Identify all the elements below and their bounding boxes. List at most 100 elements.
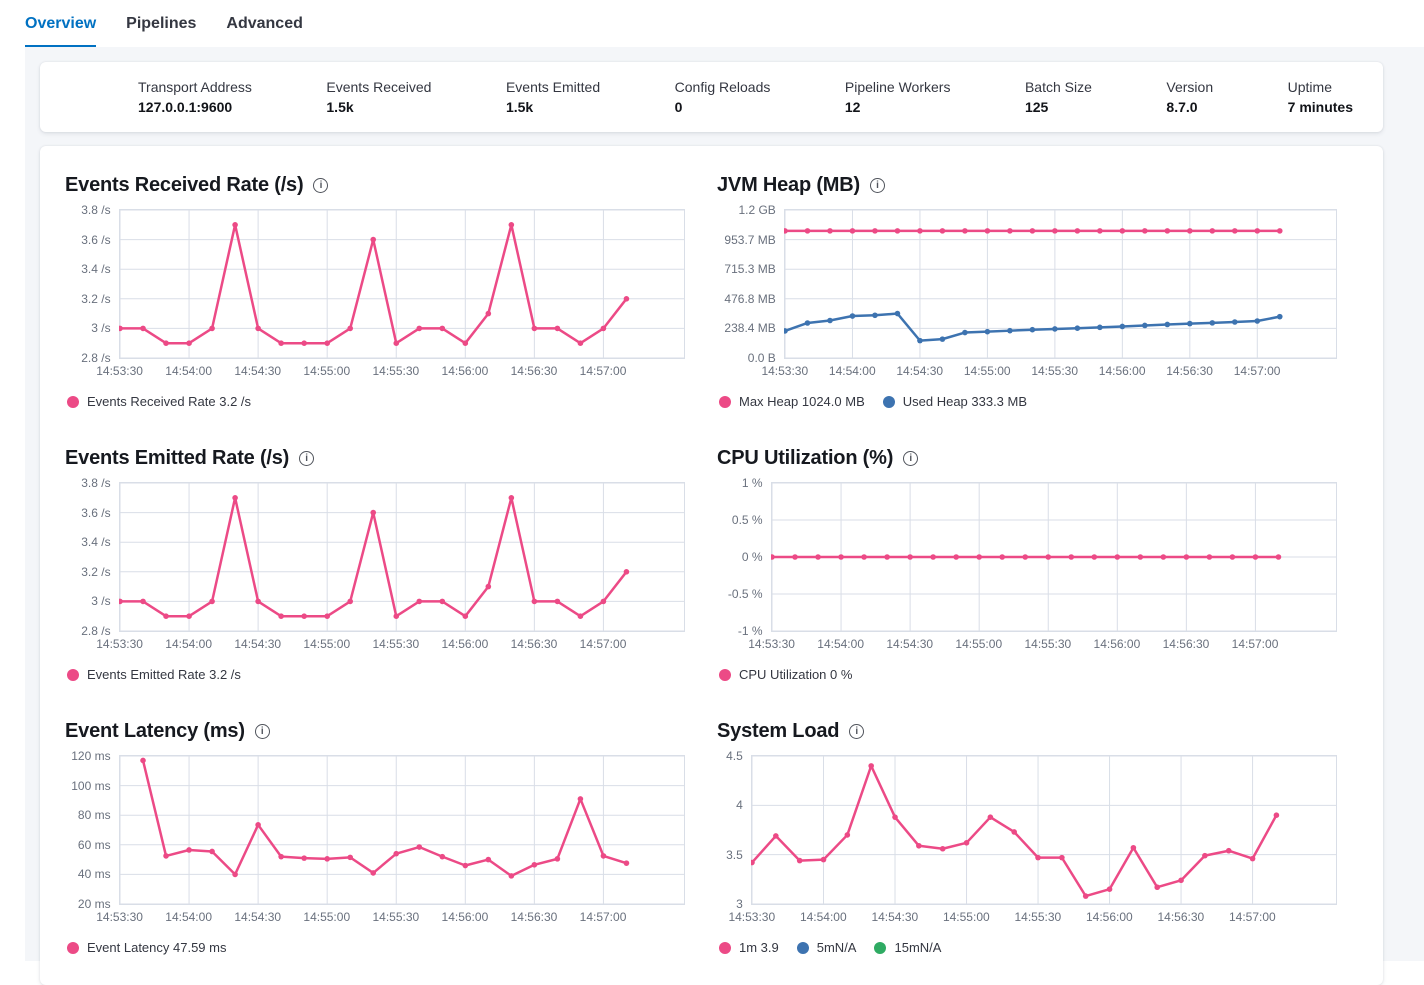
- x-tick-label: 14:55:00: [303, 364, 351, 378]
- legend-item[interactable]: Event Latency 47.59 ms: [67, 940, 226, 955]
- stat-pipeline-workers: Pipeline Workers 12: [845, 79, 951, 115]
- y-tick-label: 3.6 /s: [81, 505, 111, 520]
- y-tick-label: 3 /s: [91, 594, 111, 609]
- y-tick-label: 0 %: [741, 550, 763, 564]
- stat-value: 1.5k: [326, 99, 354, 115]
- x-tick-label: 14:55:30: [1024, 637, 1072, 651]
- info-icon[interactable]: i: [254, 724, 270, 739]
- legend-item[interactable]: Used Heap 333.3 MB: [882, 394, 1028, 409]
- legend-item[interactable]: Events Received Rate 3.2 /s: [67, 394, 251, 409]
- x-axis-labels: 14:53:30 14:54:00 14:54:30 14:55:00 14:55:30…: [96, 364, 685, 380]
- x-tick-label: 14:57:00: [1229, 910, 1276, 924]
- y-tick-label: -1 %: [737, 624, 763, 638]
- plot-area: [118, 209, 685, 359]
- legend-item[interactable]: Max Heap 1024.0 MB: [719, 394, 865, 409]
- chart-events-emitted-rate: Events Emitted Rate (/s) i 3.8 /s 3.6 /s 3…: [65, 447, 685, 682]
- info-icon[interactable]: i: [903, 451, 919, 466]
- y-tick-label: 80 ms: [77, 808, 111, 823]
- x-tick-label: 14:57:00: [579, 910, 627, 924]
- legend-item[interactable]: Events Emitted Rate 3.2 /s: [67, 667, 241, 682]
- y-tick-label: 4.5: [726, 749, 743, 763]
- stat-version: Version 8.7.0: [1166, 79, 1213, 115]
- y-axis-labels: 1 % 0.5 % 0 % -0.5 % -1 %: [717, 476, 771, 638]
- tab-pipelines[interactable]: Pipelines: [126, 15, 197, 32]
- chart-legend: Events Emitted Rate 3.2 /s: [65, 667, 685, 682]
- y-tick-label: 120 ms: [71, 749, 111, 763]
- plot-area: [750, 755, 1337, 905]
- info-icon[interactable]: i: [299, 451, 315, 466]
- legend-dot-icon: [67, 668, 79, 681]
- stat-value: 12: [844, 99, 861, 115]
- x-axis-labels: 14:53:30 14:54:00 14:54:30 14:55:00 14:55:30…: [728, 910, 1337, 926]
- y-tick-label: 3.4 /s: [81, 535, 111, 550]
- x-axis-labels: 14:53:30 14:54:00 14:54:30 14:55:00 14:55:30…: [761, 364, 1337, 380]
- x-tick-label: 14:53:30: [96, 910, 143, 924]
- legend-item[interactable]: 15mN/A: [874, 940, 941, 955]
- x-axis-labels: 14:53:30 14:54:00 14:54:30 14:55:00 14:55:30…: [96, 910, 685, 926]
- y-axis-labels: 120 ms 100 ms 80 ms 60 ms 40 ms 20 ms: [65, 749, 119, 911]
- stat-events-emitted: Events Emitted 1.5k: [506, 79, 600, 115]
- x-tick-label: 14:55:30: [372, 637, 420, 651]
- y-tick-label: 953.7 MB: [724, 232, 776, 247]
- y-tick-label: 3.4 /s: [81, 262, 111, 277]
- y-tick-label: 3.5: [726, 847, 743, 862]
- stat-value: 0: [674, 99, 683, 115]
- y-tick-label: 0.5 %: [731, 513, 763, 527]
- legend-label: Events Received Rate 3.2 /s: [87, 394, 252, 409]
- y-tick-label: 3.2 /s: [81, 291, 111, 306]
- x-tick-label: 14:57:00: [1231, 637, 1279, 651]
- legend-item[interactable]: 5mN/A: [796, 940, 856, 955]
- x-axis-labels: 14:53:30 14:54:00 14:54:30 14:55:00 14:55:30…: [96, 637, 685, 653]
- x-tick-label: 14:56:00: [441, 637, 489, 651]
- legend-item[interactable]: 1m 3.9: [719, 940, 779, 955]
- stat-config-reloads: Config Reloads 0: [675, 79, 771, 115]
- x-axis-labels: 14:53:30 14:54:00 14:54:30 14:55:00 14:55:30…: [748, 637, 1337, 653]
- legend-dot-icon: [796, 941, 809, 954]
- legend-label: 15mN/A: [894, 940, 942, 955]
- legend-item[interactable]: CPU Utilization 0 %: [719, 667, 852, 682]
- plot-area: [770, 482, 1337, 632]
- chart-title: Event Latency (ms): [65, 720, 245, 742]
- stat-label: Uptime: [1287, 79, 1332, 95]
- info-icon[interactable]: i: [869, 178, 885, 193]
- y-axis-labels: 4.5 4 3.5 3: [717, 749, 751, 911]
- chart-jvm-heap: JVM Heap (MB) i 1.2 GB 953.7 MB 715.3 MB 47…: [717, 174, 1337, 409]
- stat-label: Events Emitted: [505, 79, 601, 95]
- chart-title: Events Received Rate (/s): [65, 174, 304, 196]
- y-tick-label: 3 /s: [91, 321, 111, 336]
- x-tick-label: 14:54:00: [828, 364, 876, 378]
- x-tick-label: 14:54:00: [799, 910, 847, 924]
- stat-label: Pipeline Workers: [844, 79, 951, 95]
- tab-advanced[interactable]: Advanced: [226, 15, 303, 32]
- y-axis-labels: 3.8 /s 3.6 /s 3.4 /s 3.2 /s 3 /s 2.8 /s: [65, 203, 119, 365]
- info-icon[interactable]: i: [849, 724, 865, 739]
- x-tick-label: 14:56:00: [441, 364, 489, 378]
- y-tick-label: 3.6 /s: [81, 232, 111, 247]
- legend-label: Event Latency 47.59 ms: [87, 940, 227, 955]
- y-tick-label: 2.8 /s: [81, 351, 111, 365]
- legend-label: Used Heap 333.3 MB: [902, 394, 1028, 409]
- stat-value: 127.0.0.1:9600: [138, 99, 233, 115]
- stat-label: Batch Size: [1024, 79, 1092, 95]
- info-icon[interactable]: i: [313, 178, 329, 193]
- x-tick-label: 14:54:00: [165, 364, 212, 378]
- x-tick-label: 14:56:00: [1098, 364, 1146, 378]
- x-tick-label: 14:55:00: [955, 637, 1003, 651]
- tab-overview[interactable]: Overview: [25, 15, 97, 47]
- charts-panel: Events Received Rate (/s) i 3.8 /s 3.6 /s…: [40, 146, 1383, 985]
- y-tick-label: 1.2 GB: [738, 203, 776, 217]
- y-tick-label: 3.2 /s: [81, 564, 111, 579]
- x-tick-label: 14:54:30: [896, 364, 944, 378]
- x-tick-label: 14:54:30: [234, 637, 282, 651]
- plot-area: [118, 755, 685, 905]
- chart-legend: Max Heap 1024.0 MB Used Heap 333.3 MB: [717, 394, 1337, 409]
- y-tick-label: 3.8 /s: [81, 476, 111, 490]
- y-tick-label: 715.3 MB: [724, 262, 776, 277]
- y-tick-label: 3.8 /s: [81, 203, 111, 217]
- chart-title: System Load: [717, 720, 840, 742]
- x-tick-label: 14:56:30: [1162, 637, 1210, 651]
- legend-dot-icon: [882, 395, 895, 408]
- stat-uptime: Uptime 7 minutes: [1288, 79, 1353, 115]
- x-tick-label: 14:55:00: [942, 910, 990, 924]
- x-tick-label: 14:54:30: [871, 910, 919, 924]
